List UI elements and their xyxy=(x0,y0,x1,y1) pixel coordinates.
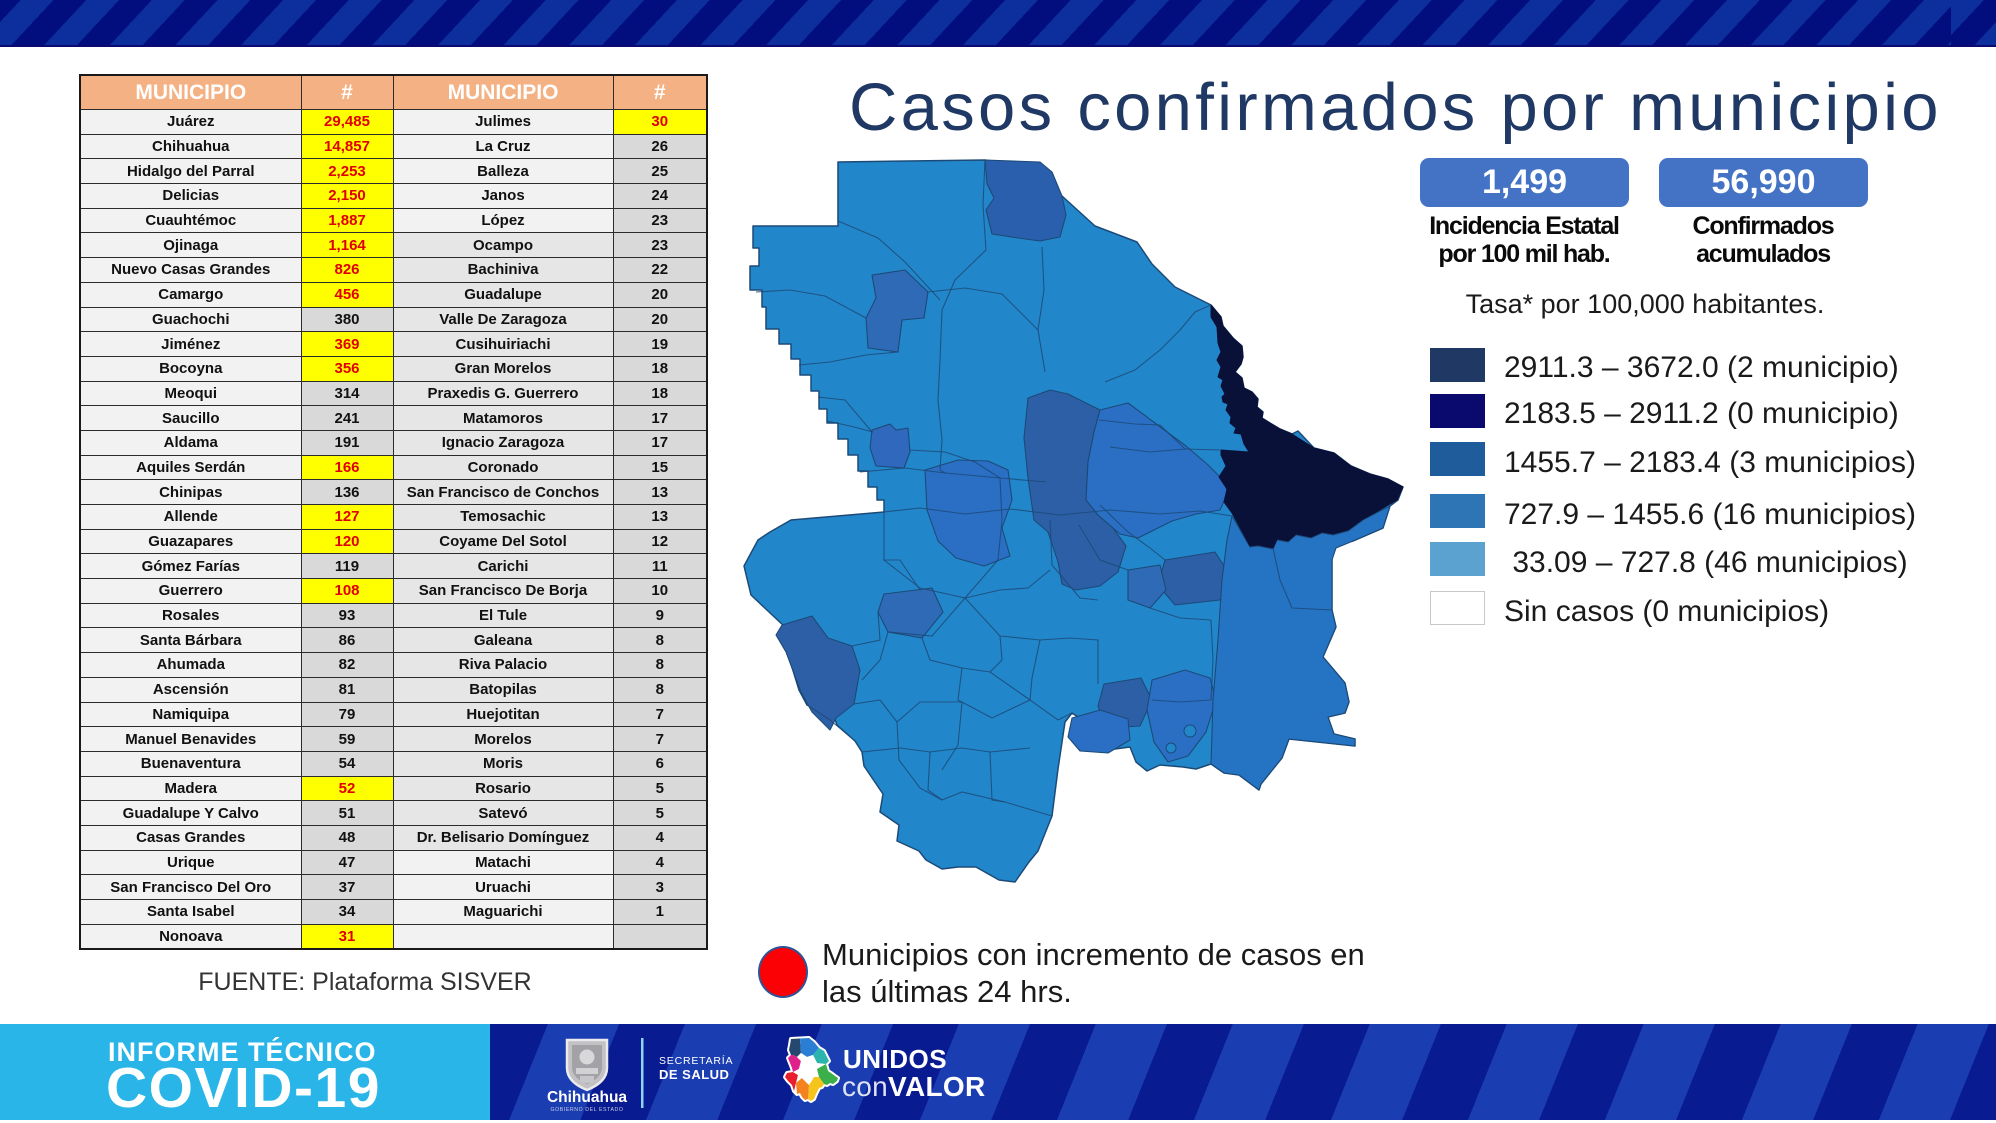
svg-text:SECRETARÍA: SECRETARÍA xyxy=(659,1054,733,1067)
svg-text:GOBIERNO DEL ESTADO: GOBIERNO DEL ESTADO xyxy=(550,1107,623,1113)
svg-text:Chihuahua: Chihuahua xyxy=(547,1089,627,1106)
svg-text:DE SALUD: DE SALUD xyxy=(659,1067,729,1082)
svg-text:conVALOR: conVALOR xyxy=(842,1071,985,1102)
svg-text:UNIDOS: UNIDOS xyxy=(843,1044,947,1074)
